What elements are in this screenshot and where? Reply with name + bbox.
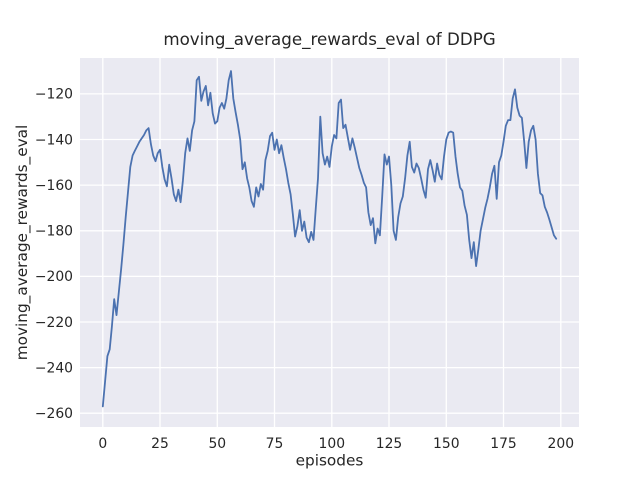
- y-tick-label: −120: [35, 87, 73, 103]
- x-tick-label: 50: [208, 436, 226, 452]
- plot-area-background: [80, 58, 579, 427]
- x-tick-label: 200: [548, 436, 575, 452]
- y-tick-label: −260: [35, 406, 73, 422]
- x-tick-label: 100: [319, 436, 346, 452]
- x-tick-label: 125: [376, 436, 403, 452]
- tick-labels: 0 25 50 75 100 125 150 175 200 −120 −140 −160 −180 −2…: [35, 87, 574, 452]
- x-axis-label: episodes: [296, 452, 364, 470]
- chart-title: moving_average_rewards_eval of DDPG: [163, 29, 495, 50]
- y-tick-label: −180: [35, 224, 73, 240]
- y-tick-label: −220: [35, 315, 73, 331]
- data-line-series: [101, 70, 558, 408]
- x-tick-label: 25: [151, 436, 169, 452]
- x-tick-label: 75: [266, 436, 284, 452]
- y-tick-label: −140: [35, 132, 73, 148]
- x-tick-label: 175: [490, 436, 517, 452]
- y-tick-label: −160: [35, 178, 73, 194]
- y-tick-label: −200: [35, 269, 73, 285]
- y-tick-label: −240: [35, 360, 73, 376]
- x-tick-label: 0: [98, 436, 107, 452]
- y-axis-label: moving_average_rewards_eval: [13, 125, 32, 361]
- x-tick-label: 150: [433, 436, 460, 452]
